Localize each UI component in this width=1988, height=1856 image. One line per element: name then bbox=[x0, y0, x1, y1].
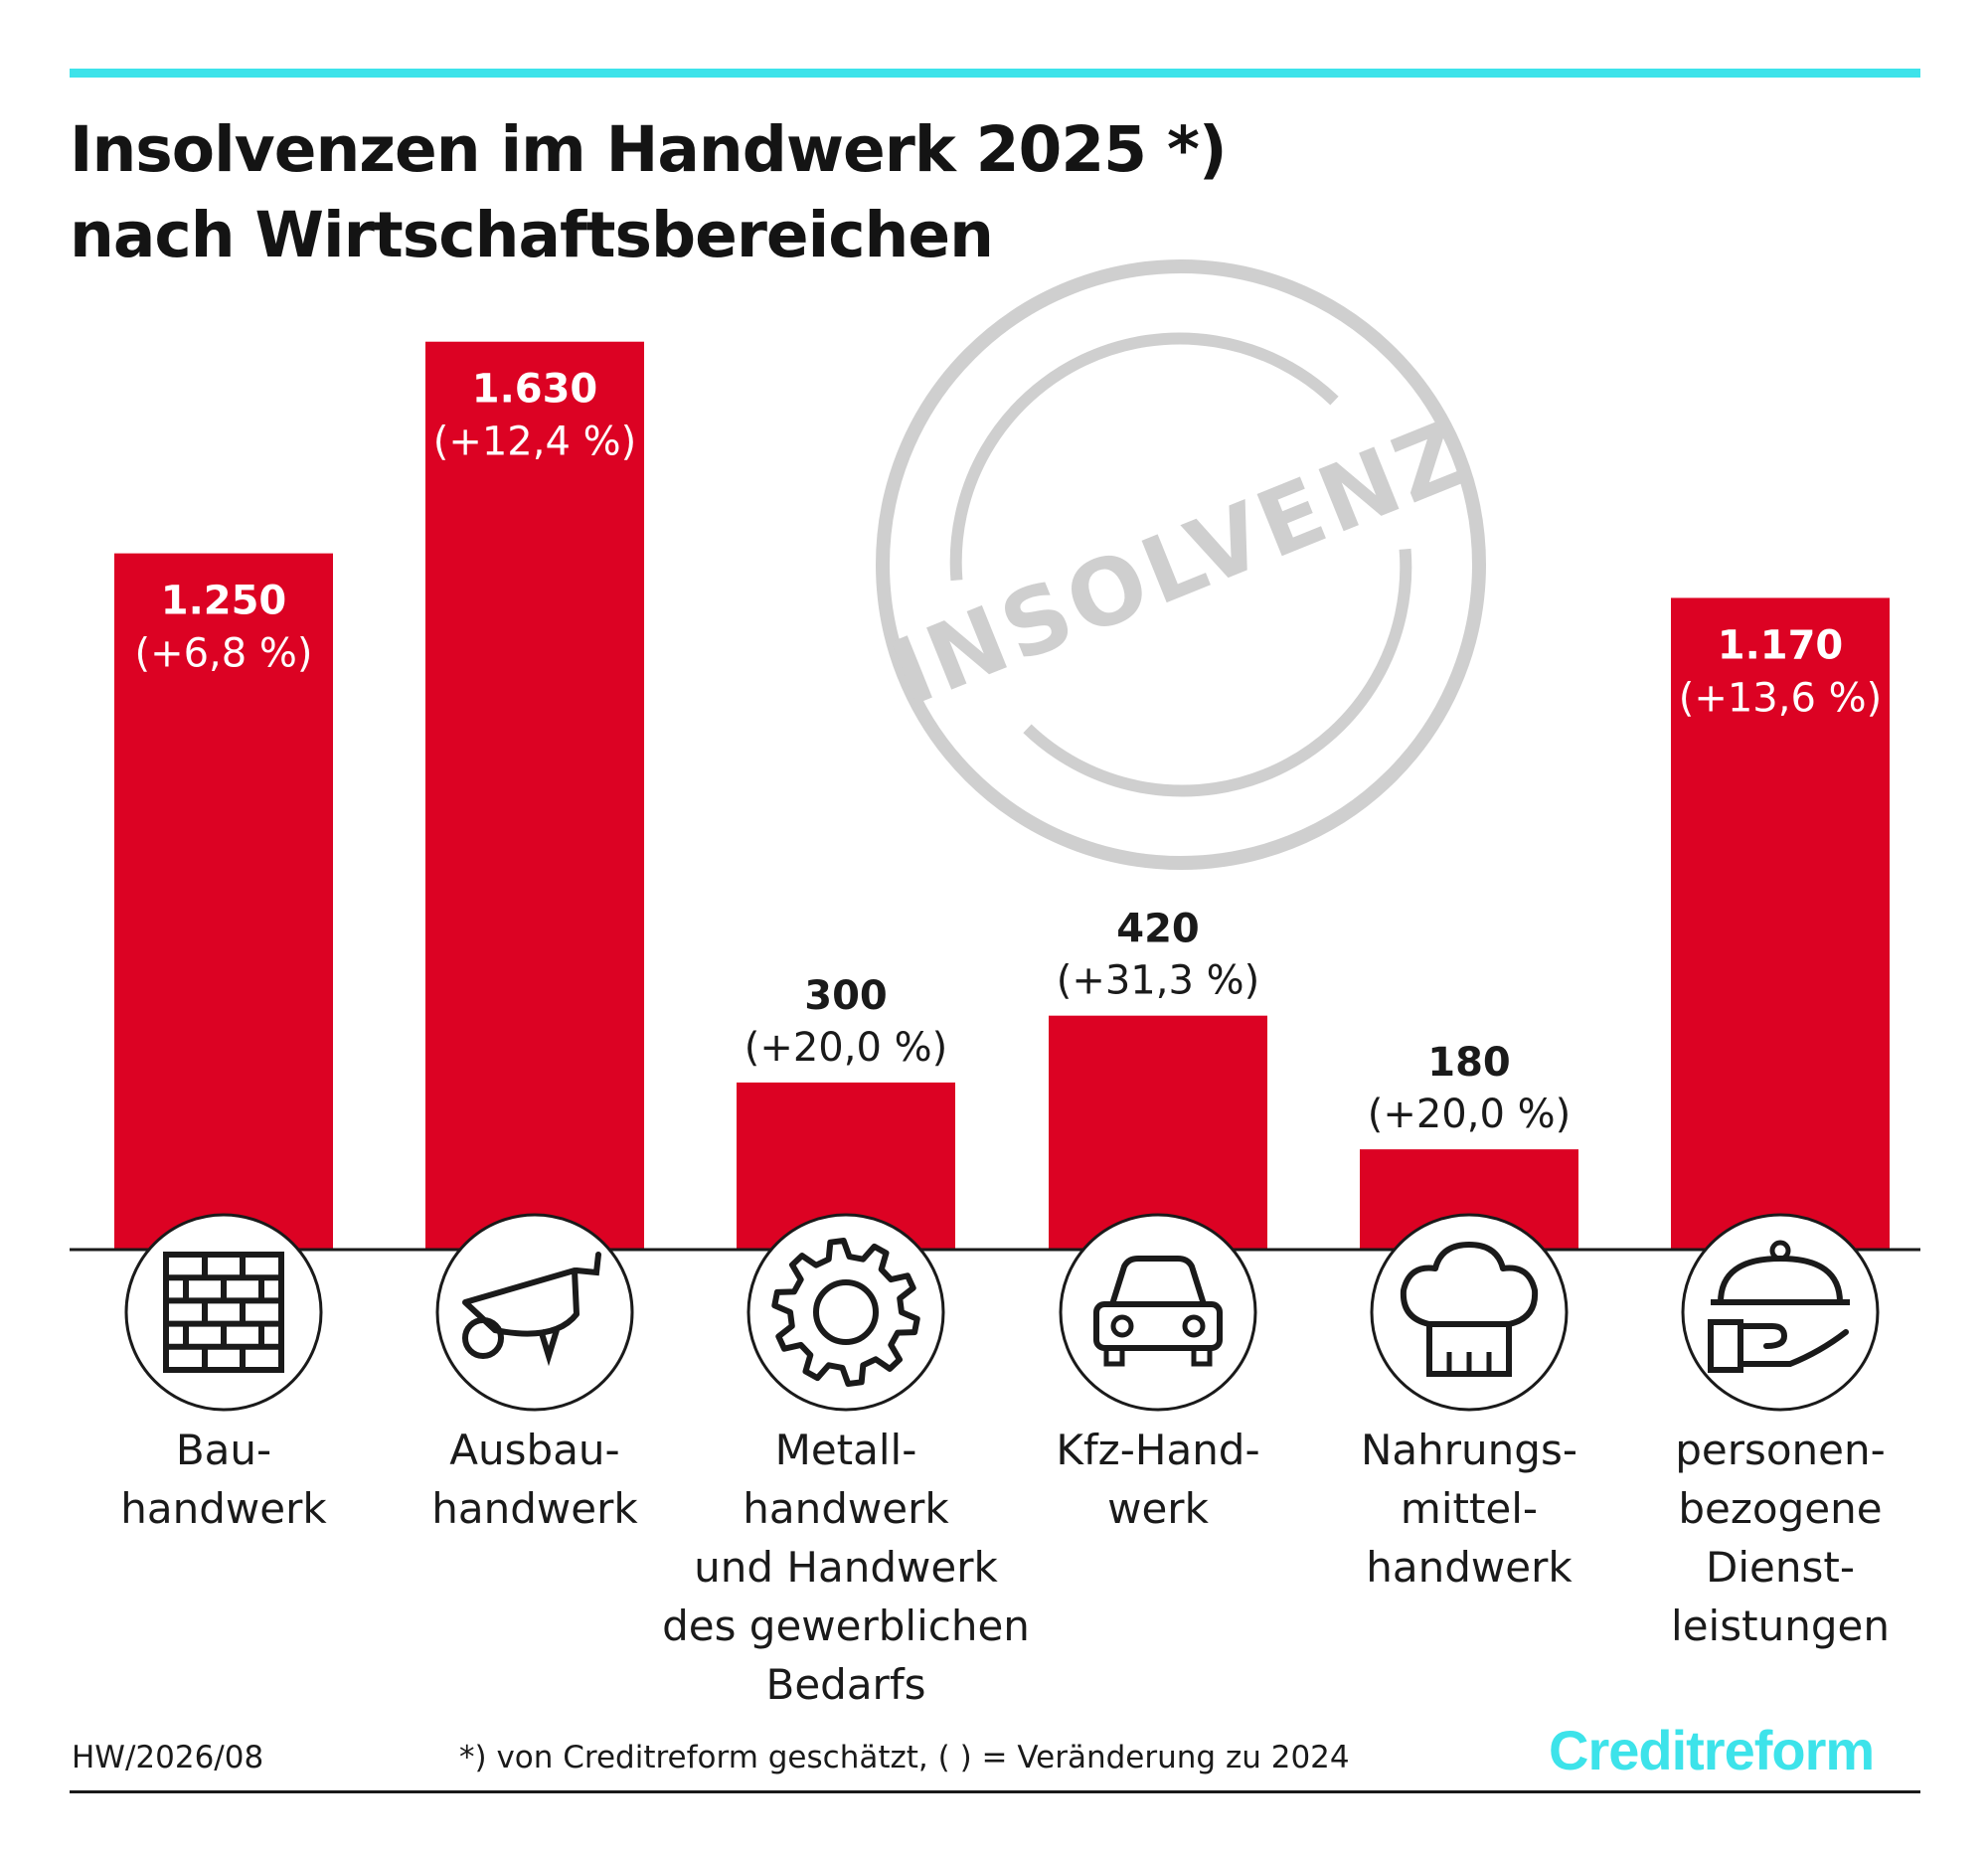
category-label-4-line-2: werk bbox=[1107, 1484, 1209, 1533]
change-label-4: (+31,3 %) bbox=[1057, 958, 1260, 1004]
icons-layer bbox=[124, 1213, 1880, 1412]
category-label-4-line-1: Kfz-Hand- bbox=[1056, 1426, 1259, 1474]
category-label-3-line-4: des gewerblichen bbox=[662, 1602, 1030, 1650]
car-icon bbox=[1059, 1213, 1257, 1412]
category-label-6-line-4: leistungen bbox=[1671, 1602, 1890, 1650]
stamp-lower-arc bbox=[1023, 548, 1412, 797]
bar-6 bbox=[1671, 597, 1890, 1250]
icon-circle-1 bbox=[124, 1213, 323, 1412]
category-label-3-line-5: Bedarfs bbox=[766, 1660, 926, 1709]
value-label-1: 1.250 bbox=[161, 579, 287, 624]
labels-layer: 1.250 (+6,8 %) Bau-handwerk 1.630 (+12,4 %) A… bbox=[120, 367, 1890, 1709]
chart-title-line-1: Insolvenzen im Handwerk 2025 *) bbox=[70, 113, 1228, 186]
category-label-5-line-1: Nahrungs- bbox=[1361, 1426, 1577, 1474]
category-label-6-line-3: Dienst- bbox=[1706, 1543, 1855, 1592]
insolvenz-stamp: INSOLVENZ bbox=[876, 259, 1486, 870]
chart-title-line-2: nach Wirtschaftsbereichen bbox=[70, 199, 994, 271]
bar-4 bbox=[1049, 1015, 1267, 1250]
bar-chart: INSOLVENZ 1.250 (+6,8 %) Bau-handwerk 1.630… bbox=[70, 259, 1920, 1709]
value-label-5: 180 bbox=[1427, 1040, 1511, 1086]
category-label-2-line-1: Ausbau- bbox=[449, 1426, 619, 1474]
stamp-outer-ring bbox=[876, 259, 1486, 870]
wheelbarrow-icon bbox=[435, 1213, 634, 1412]
serving-cloche-icon bbox=[1681, 1213, 1880, 1412]
gear-icon bbox=[746, 1213, 945, 1412]
category-label-2-line-2: handwerk bbox=[431, 1484, 638, 1533]
stamp-text: INSOLVENZ bbox=[877, 400, 1484, 728]
category-label-3-line-3: und Handwerk bbox=[694, 1543, 998, 1592]
category-label-3-line-2: handwerk bbox=[743, 1484, 949, 1533]
change-label-3: (+20,0 %) bbox=[745, 1025, 948, 1071]
icon-circle-6 bbox=[1681, 1213, 1880, 1412]
change-label-2: (+12,4 %) bbox=[433, 420, 637, 465]
change-label-5: (+20,0 %) bbox=[1368, 1092, 1572, 1137]
chart-title: Insolvenzen im Handwerk 2025 *) nach Wir… bbox=[70, 107, 1228, 278]
category-label-6-line-2: bezogene bbox=[1678, 1484, 1882, 1533]
footer-code: HW/2026/08 bbox=[72, 1740, 264, 1775]
top-accent-rule bbox=[70, 69, 1920, 78]
change-label-6: (+13,6 %) bbox=[1679, 675, 1883, 721]
icon-circle-4 bbox=[1059, 1213, 1257, 1412]
bar-1 bbox=[114, 553, 333, 1250]
category-label-5-line-3: handwerk bbox=[1366, 1543, 1573, 1592]
value-label-6: 1.170 bbox=[1718, 622, 1844, 668]
footer-note: *) von Creditreform geschätzt, ( ) = Ver… bbox=[459, 1740, 1350, 1775]
stamp-upper-arc bbox=[949, 332, 1339, 582]
icon-circle-5 bbox=[1370, 1213, 1569, 1412]
value-label-2: 1.630 bbox=[472, 367, 598, 413]
value-label-3: 300 bbox=[804, 973, 888, 1019]
category-label-1-line-2: handwerk bbox=[120, 1484, 327, 1533]
category-label-1-line-1: Bau- bbox=[176, 1426, 271, 1474]
creditreform-logo: Creditreform bbox=[1549, 1719, 1875, 1781]
bottom-rule bbox=[70, 1790, 1920, 1793]
brick-wall-icon bbox=[124, 1213, 323, 1412]
change-label-1: (+6,8 %) bbox=[134, 631, 312, 677]
icon-circle-2 bbox=[435, 1213, 634, 1412]
value-label-4: 420 bbox=[1116, 907, 1200, 952]
bar-2 bbox=[425, 341, 644, 1250]
category-label-5-line-2: mittel- bbox=[1401, 1484, 1538, 1533]
category-label-6-line-1: personen- bbox=[1675, 1426, 1886, 1474]
category-label-3-line-1: Metall- bbox=[775, 1426, 917, 1474]
chef-hat-icon bbox=[1370, 1213, 1569, 1412]
